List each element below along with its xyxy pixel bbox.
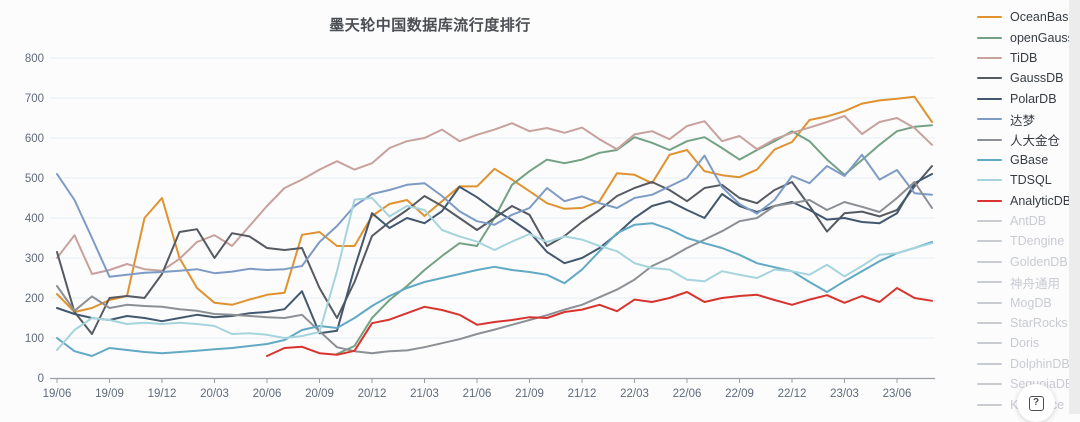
legend-item-OceanBase[interactable]: OceanBase — [977, 7, 1077, 27]
legend-label: 达梦 — [1010, 113, 1036, 128]
legend-label: GaussDB — [1010, 71, 1064, 86]
x-axis-label: 22/06 — [673, 388, 702, 400]
x-axis-label: 22/09 — [725, 388, 754, 400]
x-axis-label: 21/12 — [568, 388, 597, 400]
legend-swatch-icon — [977, 56, 1002, 59]
legend-swatch-icon — [977, 118, 1002, 121]
legend-swatch-icon — [977, 179, 1002, 182]
legend-swatch-icon — [977, 322, 1002, 325]
legend-swatch-icon — [977, 383, 1002, 386]
x-axis-label: 19/06 — [43, 388, 72, 400]
legend-item-神舟通用[interactable]: 神舟通用 — [977, 272, 1077, 292]
series-line-openGauss[interactable] — [336, 124, 933, 355]
series-line-GBase[interactable] — [56, 222, 933, 357]
legend-item-MogDB[interactable]: MogDB — [977, 292, 1077, 312]
legend-swatch-icon — [977, 138, 1002, 141]
x-axis-label: 22/12 — [778, 388, 807, 400]
x-axis-label: 20/09 — [305, 388, 334, 400]
legend-item-GBase[interactable]: GBase — [977, 150, 1077, 170]
legend-label: GBase — [1010, 152, 1049, 167]
y-axis-label: 100 — [25, 333, 44, 345]
legend-swatch-icon — [977, 97, 1002, 100]
x-axis-label: 19/09 — [95, 388, 124, 400]
legend-label: PolarDB — [1010, 91, 1057, 106]
legend-item-Doris[interactable]: Doris — [977, 333, 1077, 353]
legend-swatch-icon — [977, 16, 1002, 19]
help-button[interactable]: ? — [1017, 384, 1055, 422]
y-axis-label: 500 — [25, 173, 44, 185]
legend-label: StarRocks — [1010, 316, 1068, 331]
legend-swatch-icon — [977, 342, 1002, 345]
chart-title: 墨天轮中国数据库流行度排行 — [329, 17, 531, 34]
legend-label: openGauss — [1010, 30, 1074, 45]
legend-swatch-icon — [977, 260, 1002, 263]
legend-item-TDSQL[interactable]: TDSQL — [977, 170, 1077, 190]
legend-item-TiDB[interactable]: TiDB — [977, 48, 1077, 68]
legend-item-达梦[interactable]: 达梦 — [977, 109, 1077, 129]
legend-label: AntDB — [1010, 214, 1047, 229]
x-axis-label: 20/06 — [253, 388, 282, 400]
series-line-达梦[interactable] — [56, 153, 933, 278]
legend-swatch-icon — [977, 281, 1002, 284]
x-axis-label: 19/12 — [148, 388, 177, 400]
x-axis-label: 21/06 — [463, 388, 492, 400]
legend-label: TDengine — [1010, 234, 1065, 249]
legend-item-GaussDB[interactable]: GaussDB — [977, 68, 1077, 88]
series-line-TDSQL[interactable] — [56, 197, 933, 351]
x-axis-label: 23/03 — [830, 388, 859, 400]
legend-label: TiDB — [1010, 50, 1038, 65]
legend-item-AnalyticDB[interactable]: AnalyticDB — [977, 191, 1077, 211]
legend-swatch-icon — [977, 199, 1002, 202]
legend-label: Doris — [1010, 336, 1040, 351]
legend-label: DolphinDB — [1010, 356, 1070, 371]
series-line-AnalyticDB[interactable] — [266, 287, 933, 357]
legend: OceanBase openGauss TiDB GaussDB PolarDB 达梦人大… — [977, 7, 1077, 415]
x-axis-label: 20/12 — [358, 388, 387, 400]
legend-swatch-icon — [977, 158, 1002, 161]
legend-swatch-icon — [977, 77, 1002, 80]
legend-swatch-icon — [977, 301, 1002, 304]
legend-item-openGauss[interactable]: openGauss — [977, 27, 1077, 47]
chart-area: 墨天轮中国数据库流行度排行 0 100 200 300 400 500 600 700 800 1… — [0, 0, 965, 414]
legend-swatch-icon — [977, 36, 1002, 39]
x-axis-label: 20/03 — [200, 388, 229, 400]
x-axis-label: 21/03 — [410, 388, 439, 400]
legend-label: AnalyticDB — [1010, 193, 1072, 208]
series-line-人大金仓[interactable] — [56, 181, 933, 355]
legend-item-TDengine[interactable]: TDengine — [977, 231, 1077, 251]
y-axis-label: 400 — [25, 213, 44, 225]
legend-item-StarRocks[interactable]: StarRocks — [977, 313, 1077, 333]
legend-item-DolphinDB[interactable]: DolphinDB — [977, 354, 1077, 374]
legend-label: 人大金仓 — [1010, 134, 1061, 149]
legend-swatch-icon — [977, 403, 1002, 406]
y-axis-label: 200 — [25, 293, 44, 305]
legend-label: MogDB — [1010, 295, 1052, 310]
y-axis-label: 600 — [25, 133, 44, 145]
legend-swatch-icon — [977, 362, 1002, 365]
x-axis-label: 23/06 — [883, 388, 912, 400]
y-axis-label: 700 — [25, 93, 44, 105]
legend-label: OceanBase — [1010, 10, 1076, 25]
legend-label: TDSQL — [1010, 173, 1052, 188]
y-axis-label: 800 — [25, 53, 44, 65]
legend-swatch-icon — [977, 240, 1002, 243]
page-scrollbar[interactable] — [1069, 0, 1080, 414]
x-axis-label: 22/03 — [620, 388, 649, 400]
legend-label: GoldenDB — [1010, 254, 1068, 269]
legend-item-人大金仓[interactable]: 人大金仓 — [977, 129, 1077, 149]
y-axis-label: 300 — [25, 253, 44, 265]
series-line-OceanBase[interactable] — [56, 95, 933, 313]
legend-label: 神舟通用 — [1010, 276, 1061, 291]
x-axis-label: 21/09 — [515, 388, 544, 400]
legend-item-AntDB[interactable]: AntDB — [977, 211, 1077, 231]
legend-item-PolarDB[interactable]: PolarDB — [977, 89, 1077, 109]
y-axis-label: 0 — [38, 373, 44, 385]
help-icon: ? — [1028, 395, 1044, 411]
line-chart-canvas[interactable]: 0 100 200 300 400 500 600 700 800 19/06 19/09 19/12… — [0, 0, 965, 414]
legend-swatch-icon — [977, 220, 1002, 223]
legend-item-GoldenDB[interactable]: GoldenDB — [977, 252, 1077, 272]
